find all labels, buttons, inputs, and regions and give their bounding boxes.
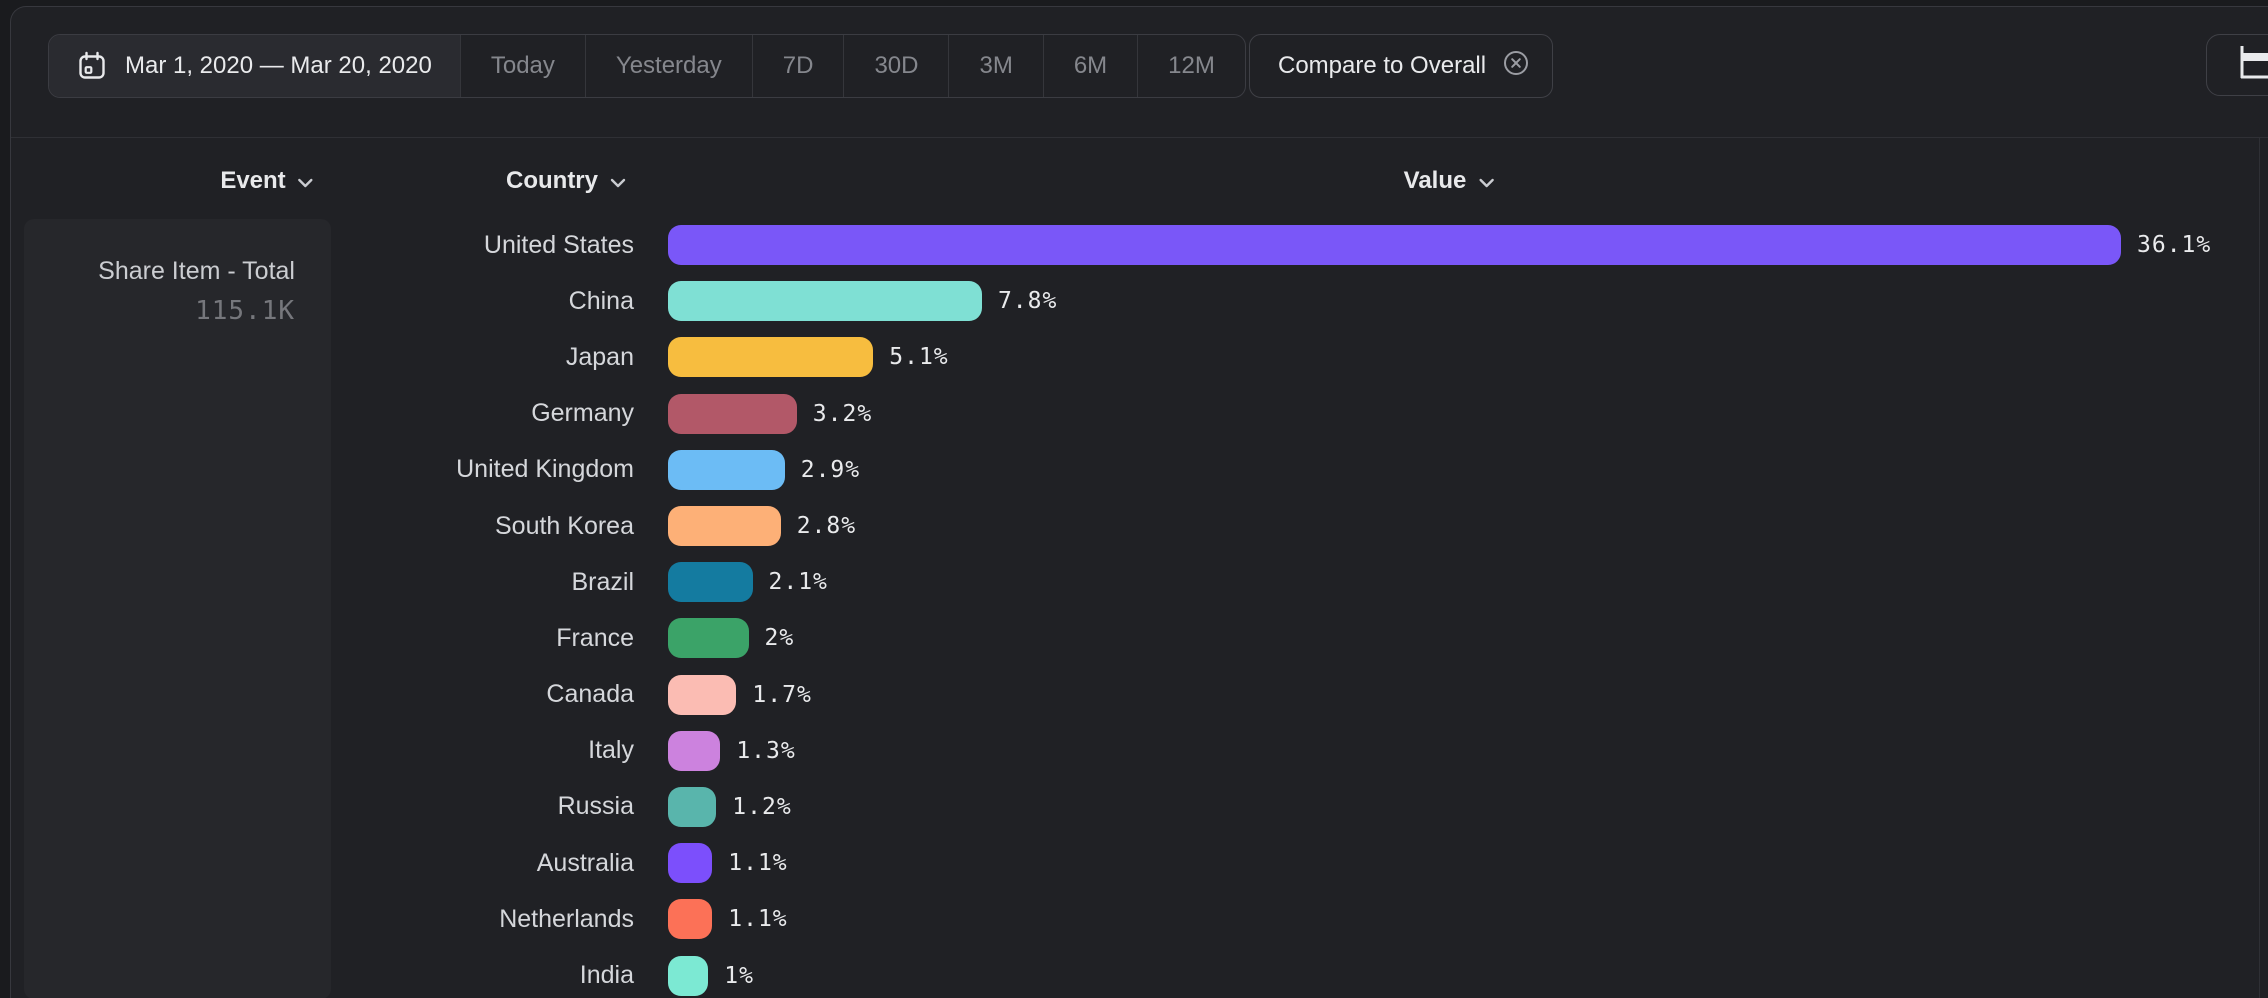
bar-chart: United States 36.1% China 7.8% Japan 5.1… <box>11 217 2259 998</box>
value-label: 7.8% <box>997 288 1058 315</box>
value-bar[interactable] <box>668 674 737 715</box>
country-row: Netherlands 1.1% <box>11 891 2259 947</box>
chevron-down-icon <box>610 175 626 188</box>
country-label: Canada <box>546 680 634 709</box>
event-title: Share Item - Total <box>98 257 295 285</box>
country-row: Italy 1.3% <box>11 723 2259 779</box>
value-label: 1.1% <box>728 906 788 933</box>
column-header-event-label: Event <box>220 167 286 194</box>
date-preset-30d[interactable]: 30D <box>843 35 948 97</box>
country-label: France <box>556 623 634 652</box>
date-range-control: Mar 1, 2020 — Mar 20, 2020 Today Yesterd… <box>48 34 1246 98</box>
value-bar[interactable] <box>668 562 753 603</box>
country-row: Germany 3.2% <box>11 386 2259 442</box>
value-label: 1.7% <box>752 681 812 708</box>
chart-type-button[interactable] <box>2206 34 2268 96</box>
right-column-rule <box>2259 138 2260 998</box>
country-row: India 1% <box>11 947 2259 998</box>
calendar-icon <box>77 51 107 81</box>
value-label: 1.3% <box>736 737 796 764</box>
value-label: 2.1% <box>768 569 828 596</box>
date-preset-yesterday[interactable]: Yesterday <box>584 35 752 97</box>
value-bar[interactable] <box>668 393 797 434</box>
chevron-down-icon <box>1478 175 1494 188</box>
country-label: Italy <box>588 736 634 765</box>
toolbar: Mar 1, 2020 — Mar 20, 2020 Today Yesterd… <box>11 7 2268 137</box>
value-bar[interactable] <box>668 730 721 771</box>
date-preset-6m[interactable]: 6M <box>1042 35 1137 97</box>
date-preset-12m[interactable]: 12M <box>1137 35 1245 97</box>
compare-to-overall-chip[interactable]: Compare to Overall <box>1249 34 1554 98</box>
value-bar[interactable] <box>668 449 785 490</box>
event-summary-card: Share Item - Total 115.1K <box>24 219 331 998</box>
country-row: Brazil 2.1% <box>11 554 2259 610</box>
value-label: 3.2% <box>812 400 873 427</box>
country-row: Russia 1.2% <box>11 779 2259 835</box>
country-row: United Kingdom 2.9% <box>11 442 2259 498</box>
column-header-value-label: Value <box>1403 167 1467 194</box>
circle-x-icon[interactable] <box>1502 49 1530 84</box>
country-row: Japan 5.1% <box>11 329 2259 385</box>
value-bar[interactable] <box>668 225 2122 266</box>
column-header-event[interactable]: Event <box>220 165 313 197</box>
horizontal-bar-chart-icon <box>2231 43 2268 88</box>
column-header-value[interactable]: Value <box>1404 165 1495 197</box>
value-label: 2% <box>764 625 795 652</box>
country-label: Netherlands <box>499 904 634 933</box>
date-preset-7d[interactable]: 7D <box>751 35 844 97</box>
country-label: Australia <box>536 848 634 877</box>
value-label: 2.8% <box>796 513 857 540</box>
toolbar-divider <box>11 137 2268 138</box>
country-label: Japan <box>565 342 634 371</box>
value-bar[interactable] <box>668 955 709 996</box>
country-label: India <box>579 961 634 990</box>
value-bar[interactable] <box>668 843 713 884</box>
country-row: United States 36.1% <box>11 217 2259 273</box>
date-preset-today[interactable]: Today <box>459 35 585 97</box>
country-label: China <box>568 286 634 315</box>
compare-label: Compare to Overall <box>1278 52 1487 79</box>
column-header-country-label: Country <box>506 167 598 194</box>
report-panel: Mar 1, 2020 — Mar 20, 2020 Today Yesterd… <box>10 6 2268 998</box>
event-total-value: 115.1K <box>195 295 295 326</box>
value-label: 36.1% <box>2137 232 2212 259</box>
country-label: United States <box>483 230 634 259</box>
value-label: 1.2% <box>732 793 792 820</box>
value-bar[interactable] <box>668 506 781 547</box>
country-label: Brazil <box>571 567 634 596</box>
country-row: Canada 1.7% <box>11 667 2259 723</box>
country-row: France 2% <box>11 610 2259 666</box>
date-preset-3m[interactable]: 3M <box>948 35 1042 97</box>
value-bar[interactable] <box>668 899 713 940</box>
value-label: 2.9% <box>800 456 861 483</box>
value-bar[interactable] <box>668 281 982 322</box>
country-label: United Kingdom <box>456 455 634 484</box>
country-label: Germany <box>531 399 634 428</box>
date-range-label: Mar 1, 2020 — Mar 20, 2020 <box>125 52 432 79</box>
country-label: South Korea <box>495 511 634 540</box>
value-label: 1% <box>724 962 754 989</box>
value-label: 1.1% <box>728 850 788 877</box>
value-bar[interactable] <box>668 337 874 378</box>
column-header-country[interactable]: Country <box>506 165 626 197</box>
country-row: Australia 1.1% <box>11 835 2259 891</box>
value-label: 5.1% <box>889 344 949 371</box>
date-range-button[interactable]: Mar 1, 2020 — Mar 20, 2020 <box>49 35 460 97</box>
country-row: China 7.8% <box>11 273 2259 329</box>
value-bar[interactable] <box>668 618 749 659</box>
chevron-down-icon <box>298 175 314 188</box>
country-row: South Korea 2.8% <box>11 498 2259 554</box>
country-label: Russia <box>557 792 634 821</box>
value-bar[interactable] <box>668 786 717 827</box>
